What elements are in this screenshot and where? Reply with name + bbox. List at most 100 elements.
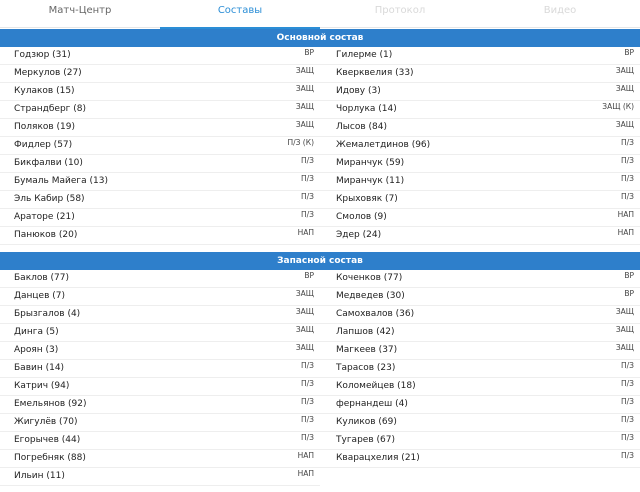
player-name: Кварацхелия (21) [336, 453, 420, 463]
player-row: Кварацхелия (21) П/З [320, 450, 640, 468]
player-position: П/З [301, 379, 314, 388]
player-row: Годзюр (31) ВР [0, 47, 320, 65]
player-position: НАП [297, 451, 314, 460]
player-name: фернандеш (4) [336, 399, 408, 409]
player-position: ЗАЩ [615, 325, 634, 334]
player-name: Меркулов (27) [14, 68, 82, 78]
player-row: Страндберг (8) ЗАЩ [0, 101, 320, 119]
player-row: Миранчук (59) П/З [320, 155, 640, 173]
player-position: ВР [304, 48, 314, 57]
player-row: Ароян (3) ЗАЩ [0, 342, 320, 360]
player-row: Крыховяк (7) П/З [320, 191, 640, 209]
player-position: ЗАЩ [295, 120, 314, 129]
player-position: ЗАЩ [295, 102, 314, 111]
player-name: Коломейцев (18) [336, 381, 416, 391]
player-name: Крыховяк (7) [336, 194, 398, 204]
player-row: Панюков (20) НАП [0, 227, 320, 245]
player-name: Бавин (14) [14, 363, 65, 373]
player-position: П/З [621, 174, 634, 183]
player-position: П/З [621, 379, 634, 388]
player-row: Брызгалов (4) ЗАЩ [0, 306, 320, 324]
player-name: Погребняк (88) [14, 453, 86, 463]
player-row: Эдер (24) НАП [320, 227, 640, 245]
player-position: ЗАЩ [295, 289, 314, 298]
player-position: П/З [301, 156, 314, 165]
player-name: Тугарев (67) [336, 435, 395, 445]
player-row: Тарасов (23) П/З [320, 360, 640, 378]
player-position: ВР [624, 271, 634, 280]
player-position: ЗАЩ [295, 307, 314, 316]
player-name: Динга (5) [14, 327, 59, 337]
player-name: Егорычев (44) [14, 435, 81, 445]
player-name: Тарасов (23) [336, 363, 396, 373]
player-name: Миранчук (59) [336, 158, 405, 168]
player-name: Магкеев (37) [336, 345, 398, 355]
player-row: Гилерме (1) ВР [320, 47, 640, 65]
player-row: Жемалетдинов (96) П/З [320, 137, 640, 155]
section-header-main-lineup: Основной состав [0, 29, 640, 47]
player-position: П/З [301, 397, 314, 406]
player-name: Ароян (3) [14, 345, 59, 355]
player-name: Бумаль Майега (13) [14, 176, 108, 186]
player-position: ЗАЩ [615, 307, 634, 316]
player-position: ЗАЩ [615, 84, 634, 93]
player-row: Эль Кабир (58) П/З [0, 191, 320, 209]
player-name: Чорлука (14) [336, 104, 397, 114]
player-row: Баклов (77) ВР [0, 270, 320, 288]
player-row: Кверквелия (33) ЗАЩ [320, 65, 640, 83]
section-header-substitutes: Запасной состав [0, 252, 640, 270]
player-row: Егорычев (44) П/З [0, 432, 320, 450]
player-position: НАП [617, 228, 634, 237]
player-row: Коченков (77) ВР [320, 270, 640, 288]
player-position: НАП [617, 210, 634, 219]
main-lineup-home-column: Годзюр (31) ВР Меркулов (27) ЗАЩ Кулаков (15… [0, 47, 320, 245]
player-position: П/З [621, 397, 634, 406]
player-name: Годзюр (31) [14, 50, 71, 60]
player-row: Поляков (19) ЗАЩ [0, 119, 320, 137]
tab-match-center[interactable]: Матч-Центр [48, 5, 112, 16]
player-row: Араторе (21) П/З [0, 209, 320, 227]
player-row: Ильин (11) НАП [0, 468, 320, 486]
player-name: Кверквелия (33) [336, 68, 414, 78]
player-position: ЗАЩ [615, 66, 634, 75]
player-position: П/З [621, 433, 634, 442]
player-name: Лысов (84) [336, 122, 387, 132]
player-name: Поляков (19) [14, 122, 76, 132]
player-position: П/З [301, 174, 314, 183]
player-row: Катрич (94) П/З [0, 378, 320, 396]
player-name: Кулаков (15) [14, 86, 75, 96]
player-row: Куликов (69) П/З [320, 414, 640, 432]
player-position: ВР [624, 48, 634, 57]
player-name: Фидлер (57) [14, 140, 73, 150]
player-name: Панюков (20) [14, 230, 78, 240]
player-name: Емельянов (92) [14, 399, 87, 409]
player-name: Гилерме (1) [336, 50, 393, 60]
player-row: Лысов (84) ЗАЩ [320, 119, 640, 137]
tab-bar: Матч-Центр Составы Протокол Видео [0, 0, 640, 29]
player-row: Миранчук (11) П/З [320, 173, 640, 191]
tab-protocol[interactable]: Протокол [374, 5, 426, 16]
player-position: П/З [301, 415, 314, 424]
player-row: фернандеш (4) П/З [320, 396, 640, 414]
subs-home-column: Баклов (77) ВР Данцев (7) ЗАЩ Брызгалов (4) З… [0, 270, 320, 486]
player-name: Медведев (30) [336, 291, 405, 301]
tab-lineups[interactable]: Составы [160, 0, 320, 29]
player-row: Смолов (9) НАП [320, 209, 640, 227]
player-position: ЗАЩ [295, 66, 314, 75]
player-position: ВР [304, 271, 314, 280]
player-row: Данцев (7) ЗАЩ [0, 288, 320, 306]
player-position: ЗАЩ [295, 84, 314, 93]
player-name: Ильин (11) [14, 471, 65, 481]
player-name: Коченков (77) [336, 273, 403, 283]
player-row: Фидлер (57) П/З (К) [0, 137, 320, 155]
player-row: Коломейцев (18) П/З [320, 378, 640, 396]
player-name: Бикфалви (10) [14, 158, 83, 168]
player-name: Идову (3) [336, 86, 381, 96]
tab-video[interactable]: Видео [543, 5, 577, 16]
player-position: НАП [297, 469, 314, 478]
player-position: П/З [301, 192, 314, 201]
player-row: Меркулов (27) ЗАЩ [0, 65, 320, 83]
player-name: Миранчук (11) [336, 176, 405, 186]
player-name: Жемалетдинов (96) [336, 140, 431, 150]
player-row: Чорлука (14) ЗАЩ (К) [320, 101, 640, 119]
